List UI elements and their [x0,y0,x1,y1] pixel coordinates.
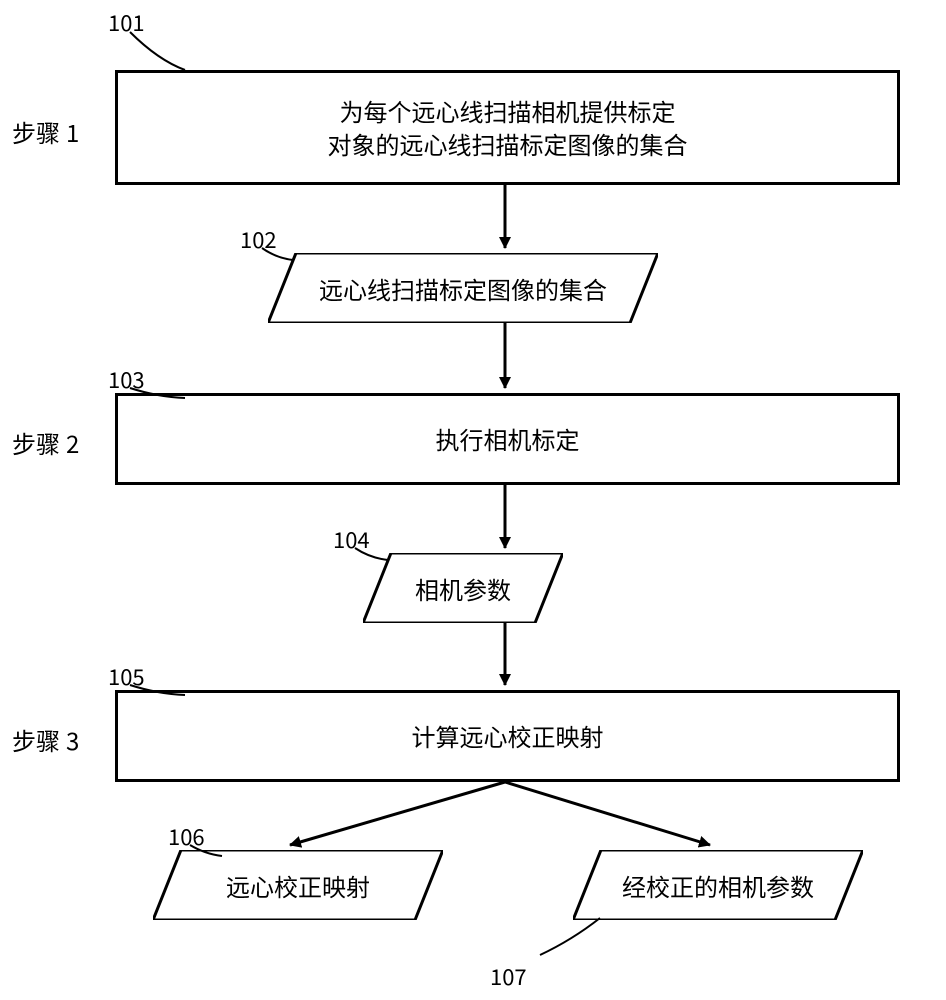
ref-105: 105 [108,660,145,692]
step-3-num: 3 [66,722,79,757]
box5-label: 计算远心校正映射 [412,720,604,752]
box3-label: 执行相机标定 [436,423,580,455]
ref-106: 106 [168,820,205,852]
data-box-4: 相机参数 [363,553,563,623]
process-box-5: 计算远心校正映射 [115,690,900,782]
ref-102: 102 [240,223,277,255]
box1-line1: 为每个远心线扫描相机提供标定 [340,93,676,128]
step-2-label: 步骤 2 [12,425,79,460]
step-1-label: 步骤 1 [12,114,79,149]
ref-104: 104 [333,523,370,555]
ref-103: 103 [108,363,145,395]
box7-label: 经校正的相机参数 [622,868,814,903]
ref-101: 101 [108,6,145,38]
step-1-num: 1 [66,114,79,149]
box6-label: 远心校正映射 [226,868,370,903]
diagram-canvas: 为每个远心线扫描相机提供标定 对象的远心线扫描标定图像的集合 远心线扫描标定图像… [0,0,946,1000]
step-3-label: 步骤 3 [12,722,79,757]
box1-line2: 对象的远心线扫描标定图像的集合 [328,126,688,161]
data-box-7: 经校正的相机参数 [573,850,863,920]
leader-107 [540,918,600,955]
step-1-prefix: 步骤 [12,114,60,149]
process-box-1: 为每个远心线扫描相机提供标定 对象的远心线扫描标定图像的集合 [115,70,900,185]
box2-label: 远心线扫描标定图像的集合 [319,271,607,306]
step-2-prefix: 步骤 [12,425,60,460]
arrow-6 [505,782,710,845]
box4-label: 相机参数 [415,571,511,606]
step-3-prefix: 步骤 [12,722,60,757]
ref-107: 107 [490,960,527,992]
data-box-2: 远心线扫描标定图像的集合 [268,253,658,323]
data-box-6: 远心校正映射 [153,850,443,920]
process-box-3: 执行相机标定 [115,393,900,485]
arrow-5 [290,782,505,845]
step-2-num: 2 [66,425,79,460]
